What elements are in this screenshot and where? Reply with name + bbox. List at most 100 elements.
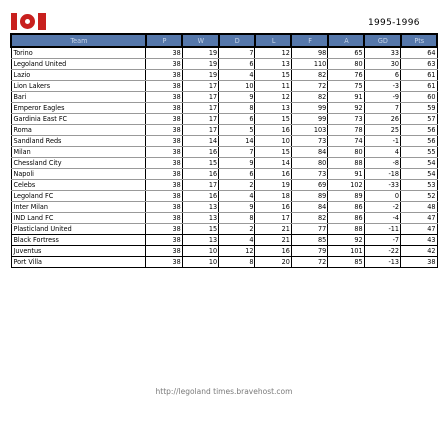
stat-cell-f: 82 xyxy=(290,91,329,103)
table-row: Plasticland United 38 15 2 21 77 88 -11 47 xyxy=(10,223,438,235)
stat-cell-l: 20 xyxy=(254,256,292,268)
team-name-cell: Celebs xyxy=(10,179,147,191)
stat-cell-gd: -18 xyxy=(363,168,402,180)
team-name-cell: Bari xyxy=(10,91,147,103)
stat-cell-f: 99 xyxy=(290,113,329,125)
logo-wheel xyxy=(20,14,35,29)
column-header-a: A xyxy=(326,33,366,48)
stat-cell-l: 12 xyxy=(254,46,292,59)
stat-cell-w: 14 xyxy=(181,135,220,147)
stat-cell-pts: 60 xyxy=(400,91,438,103)
table-body: Torino 38 19 7 12 98 65 33 64 Legoland United 38 19… xyxy=(10,46,438,268)
stat-cell-l: 10 xyxy=(254,135,292,147)
stat-cell-a: 78 xyxy=(327,124,365,136)
stat-cell-a: 73 xyxy=(327,113,365,125)
stat-cell-d: 2 xyxy=(218,223,256,235)
column-header-pts: Pts xyxy=(399,33,439,48)
stat-cell-f: 73 xyxy=(290,168,329,180)
stat-cell-d: 9 xyxy=(218,201,256,213)
stat-cell-pts: 47 xyxy=(400,223,438,235)
stat-cell-a: 92 xyxy=(327,234,365,246)
stat-cell-w: 19 xyxy=(181,58,220,70)
stat-cell-p: 38 xyxy=(145,201,183,213)
team-name-cell: Inter Milan xyxy=(10,201,147,213)
stat-cell-pts: 55 xyxy=(400,146,438,158)
stat-cell-a: 101 xyxy=(327,245,365,257)
stat-cell-a: 91 xyxy=(327,91,365,103)
stat-cell-l: 16 xyxy=(254,124,292,136)
stat-cell-pts: 64 xyxy=(400,46,438,59)
stat-cell-gd: -1 xyxy=(363,135,402,147)
stat-cell-w: 13 xyxy=(181,212,220,224)
stat-cell-l: 16 xyxy=(254,168,292,180)
table-row: Roma 38 17 5 16 103 78 25 56 xyxy=(10,124,438,136)
stat-cell-d: 8 xyxy=(218,212,256,224)
stat-cell-f: 72 xyxy=(290,80,329,92)
stat-cell-gd: 30 xyxy=(363,58,402,70)
team-name-cell: Legoland United xyxy=(10,58,147,70)
stat-cell-f: 84 xyxy=(290,201,329,213)
stat-cell-f: 84 xyxy=(290,146,329,158)
team-name-cell: Torino xyxy=(10,46,147,59)
stat-cell-l: 21 xyxy=(254,234,292,246)
team-name-cell: Legoland FC xyxy=(10,190,147,202)
stat-cell-p: 38 xyxy=(145,46,183,59)
stat-cell-w: 15 xyxy=(181,223,220,235)
stat-cell-d: 9 xyxy=(218,157,256,169)
stat-cell-w: 17 xyxy=(181,113,220,125)
stat-cell-d: 6 xyxy=(218,113,256,125)
stat-cell-p: 38 xyxy=(145,135,183,147)
stat-cell-gd: 7 xyxy=(363,102,402,114)
stat-cell-a: 86 xyxy=(327,201,365,213)
league-table: Team P W D L F A GD Pts Torino 38 19 7 12 98 65 33 64 Leg… xyxy=(10,33,439,268)
table-row: Bari 38 17 9 12 82 91 -9 60 xyxy=(10,91,438,103)
stat-cell-gd: 4 xyxy=(363,146,402,158)
stat-cell-pts: 61 xyxy=(400,69,438,81)
column-header-p: P xyxy=(144,33,184,48)
table-row: Lion Lakers 38 17 10 11 72 75 -3 61 xyxy=(10,80,438,92)
stat-cell-f: 103 xyxy=(290,124,329,136)
stat-cell-d: 9 xyxy=(218,91,256,103)
table-row: Chessland City 38 15 9 14 80 88 -8 54 xyxy=(10,157,438,169)
stat-cell-a: 85 xyxy=(327,256,365,268)
site-logo[interactable] xyxy=(11,13,46,30)
stat-cell-gd: -2 xyxy=(363,201,402,213)
stat-cell-f: 79 xyxy=(290,245,329,257)
stat-cell-pts: 57 xyxy=(400,113,438,125)
stat-cell-gd: -3 xyxy=(363,80,402,92)
stat-cell-l: 11 xyxy=(254,80,292,92)
stat-cell-gd: -7 xyxy=(363,234,402,246)
table-row: IND Land FC 38 13 8 17 82 86 -4 47 xyxy=(10,212,438,224)
table-row: Emperor Eagles 38 17 8 13 99 92 7 59 xyxy=(10,102,438,114)
stat-cell-f: 85 xyxy=(290,234,329,246)
stat-cell-d: 4 xyxy=(218,69,256,81)
team-name-cell: Sandland Reds xyxy=(10,135,147,147)
column-header-d: D xyxy=(217,33,256,48)
team-name-cell: Plasticland United xyxy=(10,223,147,235)
footer-url[interactable]: http://legoland times.bravehost.com xyxy=(155,387,293,396)
logo-block-left xyxy=(11,13,17,30)
stat-cell-w: 10 xyxy=(181,245,220,257)
table-row: Sandland Reds 38 14 14 10 73 74 -1 56 xyxy=(10,135,438,147)
team-name-cell: Lazio xyxy=(10,69,147,81)
table-header-row: Team P W D L F A GD Pts xyxy=(10,33,439,48)
team-name-cell: Napoli xyxy=(10,168,147,180)
stat-cell-l: 13 xyxy=(254,102,292,114)
stat-cell-gd: -11 xyxy=(363,223,402,235)
stat-cell-gd: 26 xyxy=(363,113,402,125)
stat-cell-pts: 38 xyxy=(400,256,438,268)
team-name-cell: Port Villa xyxy=(10,256,147,268)
stat-cell-l: 12 xyxy=(254,91,292,103)
stat-cell-w: 10 xyxy=(181,256,220,268)
table-row: Legoland United 38 19 6 13 110 80 30 63 xyxy=(10,58,438,70)
stat-cell-w: 19 xyxy=(181,46,220,59)
stat-cell-d: 14 xyxy=(218,135,256,147)
stat-cell-p: 38 xyxy=(145,124,183,136)
stat-cell-gd: -4 xyxy=(363,212,402,224)
column-header-l: L xyxy=(253,33,293,48)
team-name-cell: Gardinia East FC xyxy=(10,113,147,125)
stat-cell-w: 17 xyxy=(181,102,220,114)
stat-cell-a: 80 xyxy=(327,58,365,70)
column-header-team: Team xyxy=(10,33,147,48)
stat-cell-d: 12 xyxy=(218,245,256,257)
